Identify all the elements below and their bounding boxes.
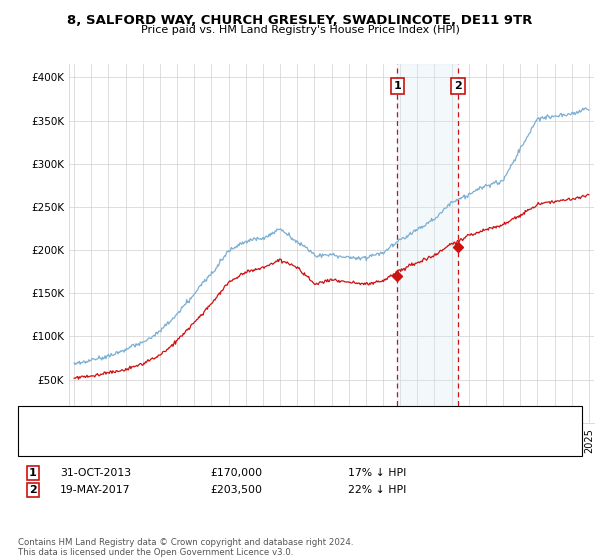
Text: HPI: Average price, detached house, South Derbyshire: HPI: Average price, detached house, Sout… [69, 437, 340, 447]
Text: 17% ↓ HPI: 17% ↓ HPI [348, 468, 406, 478]
Bar [397, 64, 458, 423]
Text: 22% ↓ HPI: 22% ↓ HPI [348, 485, 406, 495]
Text: £203,500: £203,500 [210, 485, 262, 495]
Text: £170,000: £170,000 [210, 468, 262, 478]
Text: 8, SALFORD WAY, CHURCH GRESLEY, SWADLINCOTE, DE11 9TR (detached house): 8, SALFORD WAY, CHURCH GRESLEY, SWADLINC… [69, 415, 475, 425]
Text: Price paid vs. HM Land Registry's House Price Index (HPI): Price paid vs. HM Land Registry's House … [140, 25, 460, 35]
Text: 2: 2 [454, 81, 462, 91]
Text: 2: 2 [29, 485, 37, 495]
Text: 31-OCT-2013: 31-OCT-2013 [60, 468, 131, 478]
Text: 1: 1 [394, 81, 401, 91]
Text: Contains HM Land Registry data © Crown copyright and database right 2024.
This d: Contains HM Land Registry data © Crown c… [18, 538, 353, 557]
Text: 8, SALFORD WAY, CHURCH GRESLEY, SWADLINCOTE, DE11 9TR: 8, SALFORD WAY, CHURCH GRESLEY, SWADLINC… [67, 14, 533, 27]
Text: 19-MAY-2017: 19-MAY-2017 [60, 485, 131, 495]
Text: 1: 1 [29, 468, 37, 478]
